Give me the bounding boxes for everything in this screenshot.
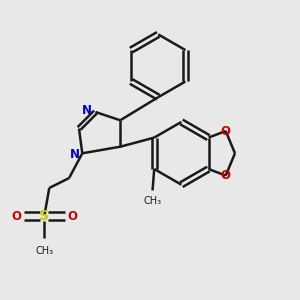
Text: O: O (68, 209, 77, 223)
Text: CH₃: CH₃ (35, 246, 53, 256)
Text: S: S (39, 209, 49, 223)
Text: CH₃: CH₃ (143, 196, 162, 206)
Text: N: N (70, 148, 80, 161)
Text: O: O (221, 124, 231, 137)
Text: O: O (11, 209, 21, 223)
Text: O: O (221, 169, 231, 182)
Text: N: N (82, 104, 92, 117)
